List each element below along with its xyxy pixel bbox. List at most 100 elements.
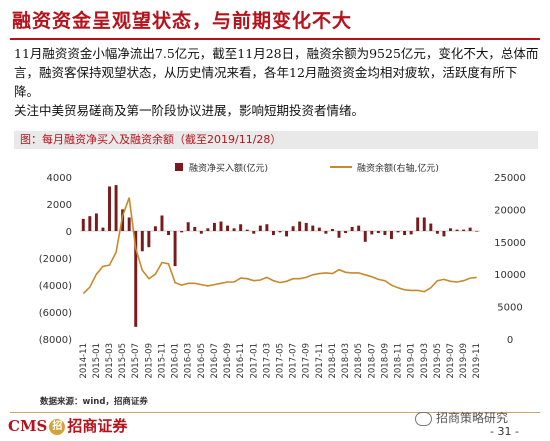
y-left-tick-label: 0 [66, 227, 72, 238]
x-tick-label: 2015-07 [131, 343, 141, 379]
bar-net-purchase [475, 231, 479, 232]
x-tick-label: 2019-09 [459, 343, 469, 379]
x-tick-label: 2016-01 [171, 343, 181, 379]
logo-mark-icon: 招 [49, 419, 66, 435]
x-tick-label: 2015-05 [118, 343, 128, 379]
y-left-tick-label: (4000) [39, 281, 72, 292]
bar-net-purchase [376, 231, 380, 234]
y-left-tick-label: (6000) [39, 308, 72, 319]
wechat-name: 招商策略研究 [436, 411, 509, 425]
x-tick-label: 2019-01 [407, 343, 417, 379]
bar-net-purchase [108, 186, 111, 231]
cms-logo: CMS 招招商证券 [8, 415, 127, 436]
bar-net-purchase [239, 224, 243, 231]
y-right-tick-label: 25000 [494, 173, 526, 184]
x-tick-label: 2017-11 [315, 343, 325, 379]
bar-net-purchase [127, 217, 131, 231]
bar-net-purchase [449, 228, 452, 231]
bar-net-purchase [455, 229, 459, 231]
x-tick-label: 2015-03 [105, 343, 115, 379]
bar-net-purchase [429, 223, 433, 231]
bar-net-purchase [390, 231, 393, 240]
bar-net-purchase [278, 231, 282, 233]
y-left-tick-label: (8000) [39, 335, 72, 346]
x-tick-label: 2015-11 [157, 343, 167, 379]
x-tick-label: 2017-09 [302, 343, 312, 379]
legend-line-label: 融资余额(右轴,亿元) [357, 162, 439, 174]
x-tick-label: 2016-11 [236, 343, 246, 379]
legend-bar-label: 融资净买入额(亿元) [189, 162, 268, 174]
x-tick-label: 2015-01 [92, 343, 102, 379]
y-right-tick-label: 15000 [494, 238, 526, 249]
x-tick-label: 2018-03 [341, 343, 351, 379]
x-tick-label: 2018-01 [328, 343, 338, 379]
wechat-icon [415, 411, 432, 426]
x-tick-label: 2014-11 [79, 343, 89, 379]
bar-net-purchase [350, 226, 354, 231]
x-tick-label: 2017-05 [276, 343, 286, 379]
bar-net-purchase [245, 229, 249, 231]
bar-net-purchase [291, 226, 295, 231]
bar-net-purchase [232, 228, 236, 231]
x-tick-label: 2016-09 [223, 343, 233, 379]
bar-net-purchase [383, 231, 387, 236]
bar-net-purchase [317, 227, 321, 231]
paragraph-summary: 11月融资资金小幅净流出7.5亿元，截至11月28日，融资余额为9525亿元，变… [14, 46, 539, 99]
page-number: - 31 - [490, 425, 519, 438]
y-left-tick-label: (2000) [39, 254, 72, 265]
x-tick-label: 2019-07 [446, 343, 456, 379]
x-tick-label: 2018-09 [380, 343, 390, 379]
bar-net-purchase [186, 222, 190, 231]
y-right-tick-label: 10000 [494, 270, 526, 281]
bar-net-purchase [134, 231, 138, 327]
logo-cn: 招商证券 [67, 417, 128, 435]
y-right-tick-label: 0 [507, 335, 513, 346]
y-right-tick-label: 5000 [497, 303, 522, 314]
bar-net-purchase [206, 228, 210, 231]
bar-net-purchase [298, 221, 302, 231]
y-left-tick-label: 2000 [47, 200, 72, 211]
bar-net-purchase [344, 231, 348, 234]
wechat-account: 招商策略研究 [415, 409, 508, 426]
page-title: 融资资金呈观望状态，与前期变化不大 [12, 10, 353, 32]
financing-chart: 4000 2000 0 (2000) (4000) (6000) (8000) 25000 20… [39, 162, 526, 379]
bar-net-purchase [114, 185, 118, 231]
bar-net-purchase [357, 225, 361, 231]
bar-net-purchase [396, 231, 400, 233]
bar-net-purchase [370, 231, 374, 235]
bar-net-purchase [363, 231, 367, 242]
bar-net-purchase [409, 231, 413, 235]
bar-net-purchase [140, 231, 144, 252]
bar-net-purchase [324, 231, 328, 234]
x-tick-label: 2018-05 [354, 343, 364, 379]
x-tick-label: 2019-05 [433, 343, 443, 379]
bar-net-purchase [304, 222, 308, 231]
bar-net-purchase [226, 225, 230, 231]
x-tick-label: 2015-09 [144, 343, 154, 379]
bar-net-purchase [94, 213, 98, 231]
x-tick-label: 2016-03 [184, 343, 194, 379]
x-tick-label: 2016-05 [197, 343, 207, 379]
chart-title: 图：每月融资净买入及融资余额（截至2019/11/28） [14, 131, 538, 149]
bar-net-purchase [252, 231, 256, 234]
x-tick-label: 2018-07 [367, 343, 377, 379]
y-left-tick-label: 4000 [47, 173, 72, 184]
bar-net-purchase [311, 225, 315, 231]
x-tick-label: 2017-03 [262, 343, 272, 379]
bar-net-purchase [435, 231, 439, 234]
bar-net-purchase [147, 231, 151, 248]
title-divider [10, 38, 540, 40]
body-text: 11月融资资金小幅净流出7.5亿元，截至11月28日，融资余额为9525亿元，变… [14, 44, 539, 120]
bar-net-purchase [271, 231, 275, 236]
bar-net-purchase [160, 215, 164, 231]
x-tick-label: 2019-11 [472, 343, 482, 379]
bar-net-purchase [403, 231, 407, 236]
footer-divider [10, 412, 540, 413]
bar-net-purchase [167, 231, 170, 236]
bar-net-purchase [81, 218, 85, 231]
logo-text: CMS [8, 417, 48, 435]
bar-net-purchase [416, 217, 420, 231]
bar-net-purchase [153, 226, 157, 231]
x-tick-label: 2017-07 [289, 343, 299, 379]
x-tick-label: 2018-11 [394, 343, 404, 379]
